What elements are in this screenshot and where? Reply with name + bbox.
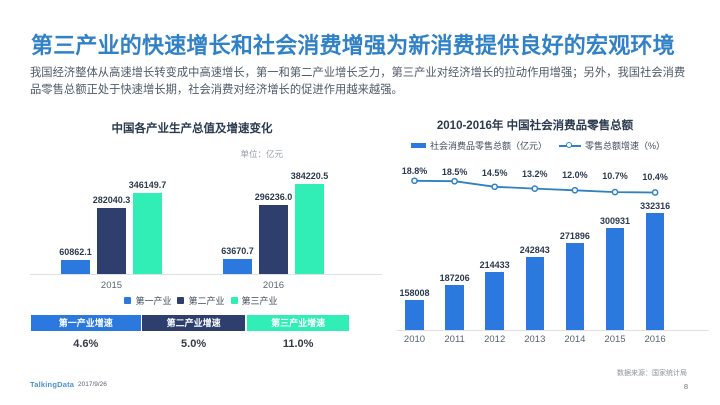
industry-chart-x-axis <box>30 274 382 275</box>
line-value-label: 12.0% <box>562 170 588 180</box>
bar-value-label: 60862.1 <box>59 246 92 257</box>
legend-item-tertiary-industry: 第三产业 <box>230 294 278 307</box>
growth-table-value-primary-industry: 4.6% <box>73 338 99 350</box>
line-marker-2014 <box>571 186 579 194</box>
line-marker-2010 <box>411 177 418 185</box>
bar-value-label: 187206 <box>439 273 470 284</box>
bar-2015-secondary-industry <box>97 207 126 274</box>
x-axis-label-2012: 2012 <box>484 334 506 345</box>
bar-2015-primary-industry <box>61 259 90 274</box>
industry-chart-title: 中国各产业生产总值及增速变化 <box>111 123 273 135</box>
x-axis-label-2014: 2014 <box>564 334 586 345</box>
growth-table-value-tertiary-industry: 11.0% <box>282 338 314 350</box>
slide-title: 第三产业的快速增长和社会消费增强为新消费提供良好的宏观环境 <box>31 33 675 58</box>
bar-2015 <box>605 228 625 331</box>
growth-table-value-secondary-industry: 5.0% <box>181 338 207 350</box>
x-axis-label-2010: 2010 <box>403 334 426 345</box>
bar-value-label: 384220.5 <box>290 171 329 181</box>
bar-value-label: 346149.7 <box>128 179 167 190</box>
x-axis-label-2013: 2013 <box>524 334 546 345</box>
x-axis-label-2015: 2015 <box>604 334 626 345</box>
bar-2010 <box>405 299 424 331</box>
retail-chart-title: 2010-2016年 中国社会消费品零售总额 <box>436 120 634 132</box>
legend-item-primary-industry: 第一产业 <box>124 294 171 307</box>
bar-2014 <box>565 242 585 331</box>
line-value-label: 18.8% <box>401 166 428 176</box>
legend-label-retail-total: 社会消费品零售总额（亿元） <box>429 141 547 151</box>
legend-swatch <box>177 296 185 304</box>
growth-table-header-tertiary-industry-growth: 第三产业增速 <box>246 315 350 331</box>
data-source-note: 数据来源：国家统计局 <box>617 370 687 377</box>
slide-body-text: 我国经济整体从高速增长转变成中高速增长，第一和第二产业增长乏力，第三产业对经济增… <box>30 67 686 96</box>
line-series-marker <box>559 141 581 148</box>
page-number: 8 <box>683 382 689 391</box>
bar-series-swatch <box>410 142 426 149</box>
line-marker-2016 <box>651 189 659 196</box>
legend-swatch <box>124 296 132 304</box>
bar-value-label: 158008 <box>399 287 430 298</box>
legend-label: 第一产业 <box>135 295 172 306</box>
legend-item-retail-total: 社会消费品零售总额（亿元） <box>410 139 547 152</box>
growth-table-header-secondary-industry-growth: 第二产业增速 <box>142 315 245 331</box>
industry-chart-legend: 第一产业 第二产业 第三产业 <box>30 294 372 306</box>
retail-chart-legend: 社会消费品零售总额（亿元） 零售总额增速（%） <box>402 139 674 152</box>
line-series-marker-dot <box>566 141 572 148</box>
talkingdata-logo: TalkingData <box>30 380 75 389</box>
legend-swatch <box>230 296 238 304</box>
bar-2013 <box>525 257 545 331</box>
x-axis-label-2015: 2015 <box>100 280 123 291</box>
bar-value-label: 242843 <box>519 245 550 256</box>
legend-item-growth-rate: 零售总额增速（%） <box>559 139 665 152</box>
x-axis-label-2016: 2016 <box>262 280 285 291</box>
bar-value-label: 271896 <box>559 230 590 241</box>
line-value-label: 10.4% <box>642 172 668 182</box>
legend-item-secondary-industry: 第二产业 <box>177 294 225 307</box>
bar-2016-primary-industry <box>223 259 252 274</box>
line-value-label: 14.5% <box>481 168 508 178</box>
growth-rate-line <box>411 177 659 196</box>
footer-date: 2017/9/26 <box>78 381 107 388</box>
bar-value-label: 214433 <box>479 259 510 270</box>
line-marker-2011 <box>451 177 458 185</box>
bar-value-label: 282040.3 <box>92 194 131 205</box>
bar-value-label: 300931 <box>599 216 631 227</box>
bar-2016 <box>645 212 665 331</box>
line-marker-2015 <box>611 188 619 196</box>
x-axis-label-2011: 2011 <box>444 334 465 345</box>
bar-2012 <box>485 271 504 331</box>
bar-2011 <box>445 285 464 331</box>
bar-value-label: 296236.0 <box>254 191 293 202</box>
legend-label: 第二产业 <box>188 295 225 306</box>
legend-label-growth-rate: 零售总额增速（%） <box>585 141 666 151</box>
line-marker-2013 <box>531 185 539 192</box>
bar-2015-tertiary-industry <box>133 192 162 274</box>
bar-2016-tertiary-industry <box>295 184 324 274</box>
growth-table-header-primary-industry-growth: 第一产业增速 <box>31 315 141 331</box>
bar-2016-secondary-industry <box>259 204 288 274</box>
x-axis-label-2016: 2016 <box>644 334 666 345</box>
line-marker-2012 <box>491 183 499 191</box>
legend-label: 第三产业 <box>241 295 278 306</box>
line-value-label: 13.2% <box>522 169 548 179</box>
retail-chart-x-axis <box>397 330 709 331</box>
line-value-label: 18.5% <box>441 167 468 177</box>
bar-value-label: 332316 <box>640 200 671 211</box>
line-value-label: 10.7% <box>602 171 628 181</box>
industry-chart-unit-label: 单位：亿元 <box>240 149 283 159</box>
bar-value-label: 63670.7 <box>221 246 254 257</box>
